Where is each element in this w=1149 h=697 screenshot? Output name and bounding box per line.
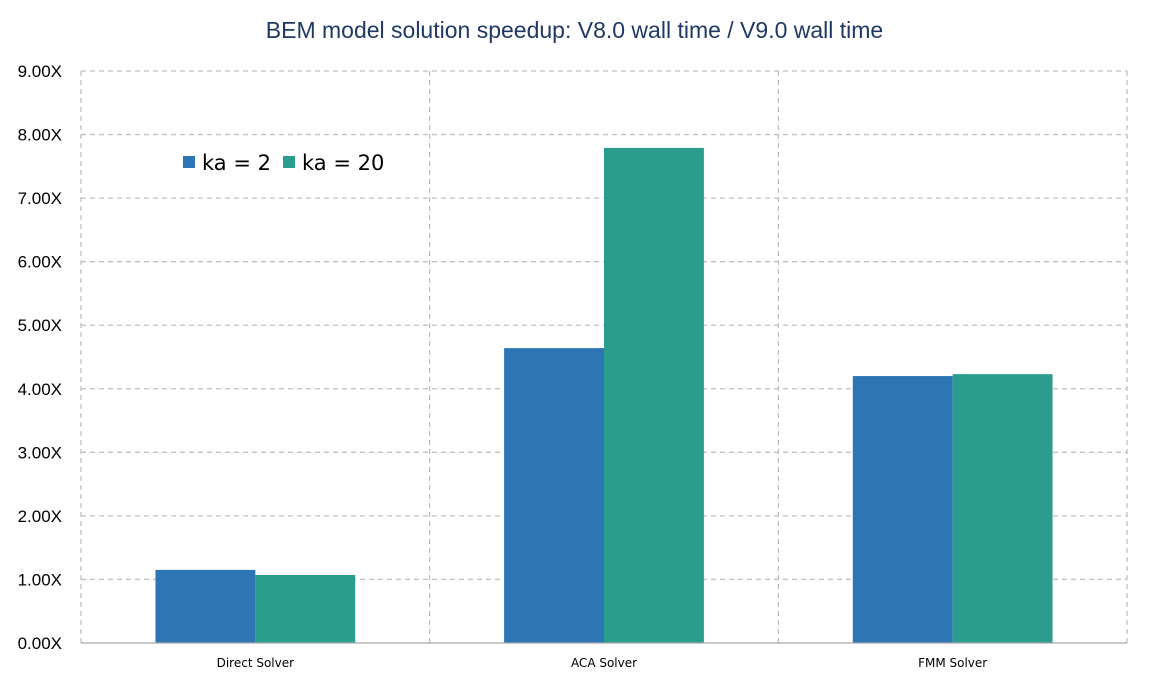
y-tick-label: 9.00X <box>18 62 62 81</box>
y-tick-labels: 0.00X 1.00X 2.00X 3.00X 4.00X 5.00X 6.00X 7.00X… <box>18 62 62 653</box>
y-tick-label: 0.00X <box>18 634 62 653</box>
y-tick-label: 1.00X <box>18 570 62 589</box>
bar-ka-2-0 <box>155 569 256 643</box>
bar-ka-2-1 <box>504 348 604 643</box>
x-category-labels: Direct Solver ACA Solver FMM Solver <box>217 656 988 670</box>
y-tick-label: 7.00X <box>18 189 62 208</box>
x-category-label: ACA Solver <box>571 656 637 670</box>
y-tick-label: 6.00X <box>18 253 62 272</box>
y-tick-label: 2.00X <box>18 507 62 526</box>
y-tick-label: 5.00X <box>18 316 62 335</box>
legend: ka = 2 ka = 20 <box>183 151 384 175</box>
bar-ka-20-1 <box>604 147 704 643</box>
legend-label: ka = 20 <box>302 151 384 175</box>
bar-ka-20-0 <box>255 574 356 643</box>
bars <box>155 147 1053 643</box>
y-tick-label: 3.00X <box>18 443 62 462</box>
legend-swatch <box>183 156 195 168</box>
y-tick-label: 8.00X <box>18 126 62 145</box>
x-category-label: FMM Solver <box>918 656 987 670</box>
bar-ka-20-2 <box>952 374 1053 643</box>
legend-label: ka = 2 <box>202 151 271 175</box>
bar-ka-2-2 <box>852 376 953 643</box>
legend-swatch <box>283 156 295 168</box>
chart-title: BEM model solution speedup: V8.0 wall ti… <box>265 17 884 43</box>
y-tick-label: 4.00X <box>18 380 62 399</box>
x-category-label: Direct Solver <box>217 656 295 670</box>
